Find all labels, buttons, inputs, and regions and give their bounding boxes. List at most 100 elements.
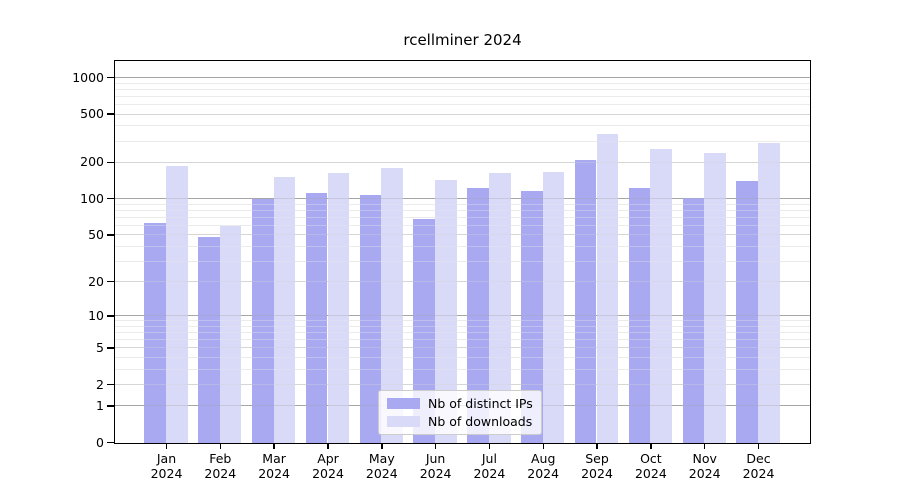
gridline-500: [115, 113, 810, 115]
x-tick-label-jan: Jan 2024: [150, 451, 183, 481]
bar-distinct-ips-oct: [628, 188, 651, 443]
x-tick-mark-apr: [327, 444, 329, 449]
bar-downloads-dec: [758, 143, 780, 443]
bar-downloads-may: [381, 168, 403, 443]
y-tick-label-50: 50: [88, 226, 104, 242]
bar-distinct-ips-sep: [574, 159, 597, 443]
y-tick-label-20: 20: [88, 273, 104, 289]
bar-downloads-aug: [542, 171, 565, 443]
x-tick-label-nov: Nov 2024: [688, 451, 721, 481]
x-tick-label-apr: Apr 2024: [312, 451, 344, 481]
y-tick-mark-500: [107, 113, 114, 115]
gridline-2: [115, 384, 810, 385]
y-tick-label-500: 500: [80, 106, 104, 122]
plot-area: [114, 60, 811, 444]
legend-swatch-downloads: [387, 416, 420, 427]
y-tick-mark-100: [107, 197, 114, 200]
x-tick-label-may: May 2024: [365, 451, 398, 481]
bars-layer: [115, 61, 810, 443]
minor-gridline-600: [115, 104, 810, 105]
x-tick-mark-sep: [596, 444, 598, 449]
minor-gridline-400: [115, 125, 810, 127]
y-tick-label-200: 200: [80, 154, 104, 170]
legend-label-distinct-ips: Nb of distinct IPs: [428, 396, 533, 411]
minor-gridline-70: [115, 216, 810, 218]
x-tick-mark-jun: [434, 444, 437, 449]
bar-distinct-ips-may: [359, 195, 382, 443]
x-tick-mark-nov: [703, 444, 706, 449]
minor-gridline-60: [115, 224, 810, 226]
minor-gridline-3: [115, 368, 810, 370]
gridline-50: [115, 234, 810, 236]
legend-label-downloads: Nb of downloads: [428, 414, 533, 429]
x-tick-mark-jan: [165, 444, 168, 449]
x-tick-label-dec: Dec 2024: [742, 451, 775, 481]
minor-gridline-700: [115, 95, 810, 97]
minor-gridline-30: [115, 260, 810, 262]
x-tick-label-oct: Oct 2024: [634, 451, 667, 481]
y-tick-mark-50: [107, 234, 114, 236]
y-tick-label-10: 10: [88, 307, 104, 323]
x-tick-mark-oct: [650, 444, 652, 449]
x-tick-label-feb: Feb 2024: [204, 451, 237, 481]
gridline-1000: [115, 77, 810, 78]
legend: Nb of distinct IPs Nb of downloads: [378, 390, 542, 435]
y-tick-label-1: 1: [96, 397, 104, 413]
minor-gridline-800: [115, 88, 810, 90]
bar-downloads-mar: [273, 176, 296, 443]
bar-distinct-ips-mar: [251, 199, 274, 443]
x-tick-label-aug: Aug 2024: [527, 451, 560, 481]
y-tick-label-1000: 1000: [72, 69, 104, 85]
y-tick-mark-200: [107, 161, 114, 164]
bar-downloads-sep: [596, 134, 619, 443]
bar-distinct-ips-feb: [198, 237, 220, 443]
x-tick-label-mar: Mar 2024: [258, 451, 290, 481]
x-tick-mark-jul: [488, 444, 491, 449]
y-tick-label-2: 2: [96, 376, 104, 392]
bar-distinct-ips-apr: [305, 193, 328, 443]
minor-gridline-300: [115, 140, 810, 142]
y-tick-mark-1: [107, 405, 114, 407]
bar-distinct-ips-nov: [682, 197, 705, 443]
legend-swatch-distinct-ips: [387, 398, 420, 409]
x-tick-label-jul: Jul 2024: [473, 451, 506, 481]
x-tick-mark-feb: [219, 444, 222, 449]
y-tick-mark-1000: [107, 76, 114, 79]
y-tick-label-100: 100: [80, 190, 104, 206]
minor-gridline-8: [115, 325, 810, 327]
minor-gridline-80: [115, 209, 810, 211]
x-tick-mark-dec: [757, 444, 760, 449]
gridlines-under: [115, 61, 810, 443]
y-tick-label-5: 5: [96, 339, 104, 355]
gridline-10: [115, 315, 810, 317]
bar-distinct-ips-dec: [736, 180, 758, 443]
x-tick-mark-may: [381, 444, 383, 449]
y-tick-mark-10: [107, 315, 114, 317]
bar-downloads-jun: [435, 180, 457, 443]
minor-gridline-6: [115, 339, 810, 341]
y-tick-label-0: 0: [96, 434, 104, 450]
y-tick-mark-5: [107, 347, 114, 349]
x-tick-mark-mar: [273, 444, 275, 449]
bar-downloads-feb: [219, 225, 242, 443]
bar-distinct-ips-aug: [521, 191, 543, 443]
gridline-20: [115, 281, 810, 283]
y-tick-mark-20: [107, 280, 114, 283]
minor-gridline-40: [115, 245, 810, 247]
bar-downloads-apr: [327, 172, 350, 443]
bar-downloads-jul: [488, 172, 511, 443]
gridline-200: [115, 161, 810, 163]
y-tick-mark-0: [107, 441, 114, 444]
bar-downloads-oct: [650, 148, 673, 443]
gridline-100: [115, 198, 810, 200]
chart-title: rcellminer 2024: [403, 31, 522, 49]
bar-distinct-ips-jan: [144, 222, 166, 443]
legend-item-downloads: Nb of downloads: [387, 414, 533, 429]
gridline-5: [115, 347, 810, 349]
minor-gridline-90: [115, 203, 810, 205]
bar-distinct-ips-jul: [467, 188, 489, 443]
minor-gridline-7: [115, 332, 810, 334]
